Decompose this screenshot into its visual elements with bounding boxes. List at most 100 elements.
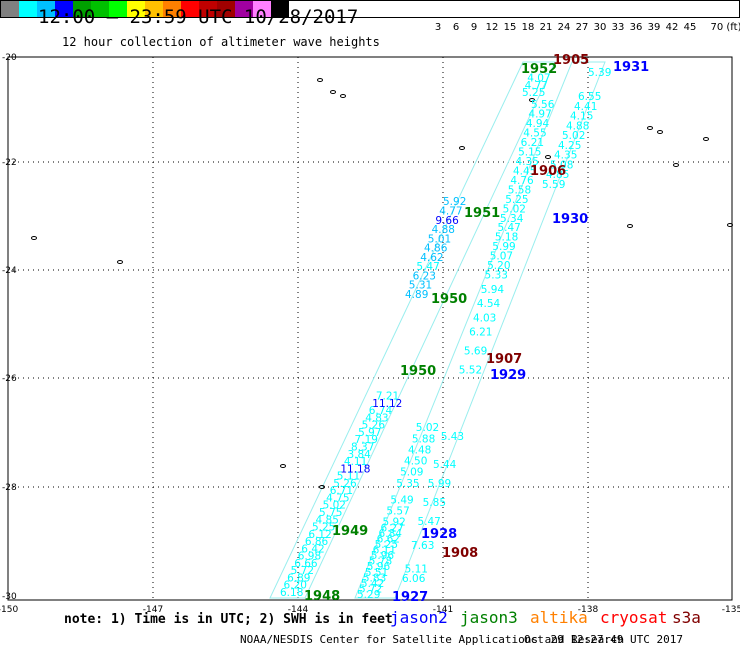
wave-height-value: 5.72 xyxy=(291,565,314,577)
wave-height-value: 11.12 xyxy=(372,398,402,410)
wave-height-value: 4.11 xyxy=(344,456,367,468)
x-tick-label: -144 xyxy=(288,605,309,615)
wave-height-value: 6.23 xyxy=(413,270,436,282)
color-scale-label: 12 xyxy=(485,22,499,33)
y-tick-label: -26 xyxy=(2,374,17,384)
wave-height-value: 5.99 xyxy=(428,478,451,490)
satellite-cryosat-label: cryosat xyxy=(600,608,668,627)
wave-height-value: 5.92 xyxy=(382,517,405,529)
generated-timestamp: Oct 29 12:27:49 UTC 2017 xyxy=(524,633,683,646)
color-swatch xyxy=(127,1,145,17)
wave-height-value: 4.48 xyxy=(408,444,431,456)
island-outline xyxy=(317,78,323,82)
color-swatch xyxy=(235,1,253,17)
wave-height-value: 5.78 xyxy=(369,556,392,568)
island-outline xyxy=(529,98,535,102)
color-swatch xyxy=(145,1,163,17)
y-tick-label: -20 xyxy=(2,53,17,63)
color-scale-label: 42 xyxy=(665,22,679,33)
time-label: 1929 xyxy=(490,368,526,383)
time-label: 1950 xyxy=(431,292,467,307)
wave-height-value: 4.75 xyxy=(326,492,349,504)
wave-height-value: 5.59 xyxy=(542,179,565,191)
color-swatch xyxy=(91,1,109,17)
wave-height-value: 4.50 xyxy=(404,456,427,468)
wave-height-value: 6.84 xyxy=(379,528,403,540)
island-outline xyxy=(319,485,325,489)
satellite-jason2-label: jason2 xyxy=(390,608,448,627)
wave-height-value: 4.07 xyxy=(527,73,550,85)
wave-height-value: 5.56 xyxy=(531,99,555,111)
y-tick-label: -28 xyxy=(2,483,17,493)
wave-height-value: 4.76 xyxy=(510,175,534,187)
wave-height-value: 5.02 xyxy=(416,422,439,434)
wave-height-value: 4.54 xyxy=(477,298,501,310)
wave-height-value: 5.42 xyxy=(361,578,384,590)
wave-height-value: 5.26 xyxy=(362,420,386,432)
wave-height-value: 6.11 xyxy=(373,545,396,557)
island-outline xyxy=(459,146,465,150)
satellite-s3a-label: s3a xyxy=(672,608,701,627)
wave-height-value: 5.72 xyxy=(359,583,382,595)
wave-height-value: 7.19 xyxy=(355,434,378,446)
wave-height-value: 5.58 xyxy=(508,184,531,196)
wave-height-value: 7.63 xyxy=(411,540,434,552)
wave-height-value: 4.94 xyxy=(526,118,550,130)
time-label: 1907 xyxy=(486,352,522,367)
wave-height-value: 8.37 xyxy=(351,442,374,454)
wave-height-value: 5.20 xyxy=(487,260,510,272)
time-label: 1931 xyxy=(613,60,649,75)
wave-height-value: 5.02 xyxy=(503,203,526,215)
wave-height-value: 6.66 xyxy=(294,558,318,570)
wave-height-value: 5.02 xyxy=(323,500,346,512)
wave-height-value: 6.74 xyxy=(369,405,393,417)
wave-height-value: 5.52 xyxy=(459,364,482,376)
credit-text: NOAA/NESDIS Center for Satellite Applica… xyxy=(240,633,625,646)
wave-height-value: 6.71 xyxy=(330,485,353,497)
wave-height-value: 5.44 xyxy=(433,459,457,471)
wave-height-value: 5.94 xyxy=(481,284,505,296)
island-outline xyxy=(340,94,346,98)
map-frame xyxy=(7,56,733,601)
wave-height-value: 5.88 xyxy=(412,433,435,445)
island-outline xyxy=(280,464,286,468)
wave-height-value: 6.21 xyxy=(521,137,544,149)
wave-height-value: 5.25 xyxy=(522,87,545,99)
wave-height-value: 5.09 xyxy=(400,467,423,479)
wave-height-value: 5.99 xyxy=(492,241,515,253)
wave-height-value: 4.35 xyxy=(554,150,577,162)
color-swatch xyxy=(19,1,37,17)
wave-height-value: 5.83 xyxy=(363,572,386,584)
wave-height-value: 5.34 xyxy=(500,213,524,225)
island-outline xyxy=(330,90,336,94)
color-swatch xyxy=(271,1,289,17)
wave-height-value: 5.97 xyxy=(358,427,381,439)
wave-height-value: 5.01 xyxy=(428,233,451,245)
color-scale-bar xyxy=(0,0,740,18)
wave-height-value: 5.49 xyxy=(390,494,413,506)
wave-height-value: 7.21 xyxy=(376,391,399,403)
wave-height-value: 6.62 xyxy=(377,533,400,545)
island-outline xyxy=(31,236,37,240)
time-label: 1948 xyxy=(304,589,340,604)
wave-height-value: 4.35 xyxy=(516,156,539,168)
color-scale-label: 27 xyxy=(575,22,589,33)
wave-height-value: 5.47 xyxy=(497,222,520,234)
wave-height-value: 4.62 xyxy=(420,252,443,264)
y-tick-label: -22 xyxy=(2,158,17,168)
wave-height-value: 5.47 xyxy=(417,516,440,528)
time-label: 1908 xyxy=(442,546,478,561)
wave-height-value: 4.88 xyxy=(432,224,455,236)
color-scale-label: 18 xyxy=(521,22,535,33)
wave-height-value: 4.85 xyxy=(316,514,339,526)
wave-height-value: 5.92 xyxy=(443,196,466,208)
color-swatch xyxy=(199,1,217,17)
wave-height-value: 11.18 xyxy=(340,463,370,475)
wave-height-value: 5.96 xyxy=(367,561,391,573)
color-scale-label: 6 xyxy=(452,22,460,33)
page-subtitle: 12 hour collection of altimeter wave hei… xyxy=(62,35,380,49)
wave-height-value: 4.03 xyxy=(473,312,496,324)
island-outline xyxy=(673,163,679,167)
wave-height-value: 4.41 xyxy=(574,101,597,113)
wave-height-value: 5.26 xyxy=(333,478,357,490)
